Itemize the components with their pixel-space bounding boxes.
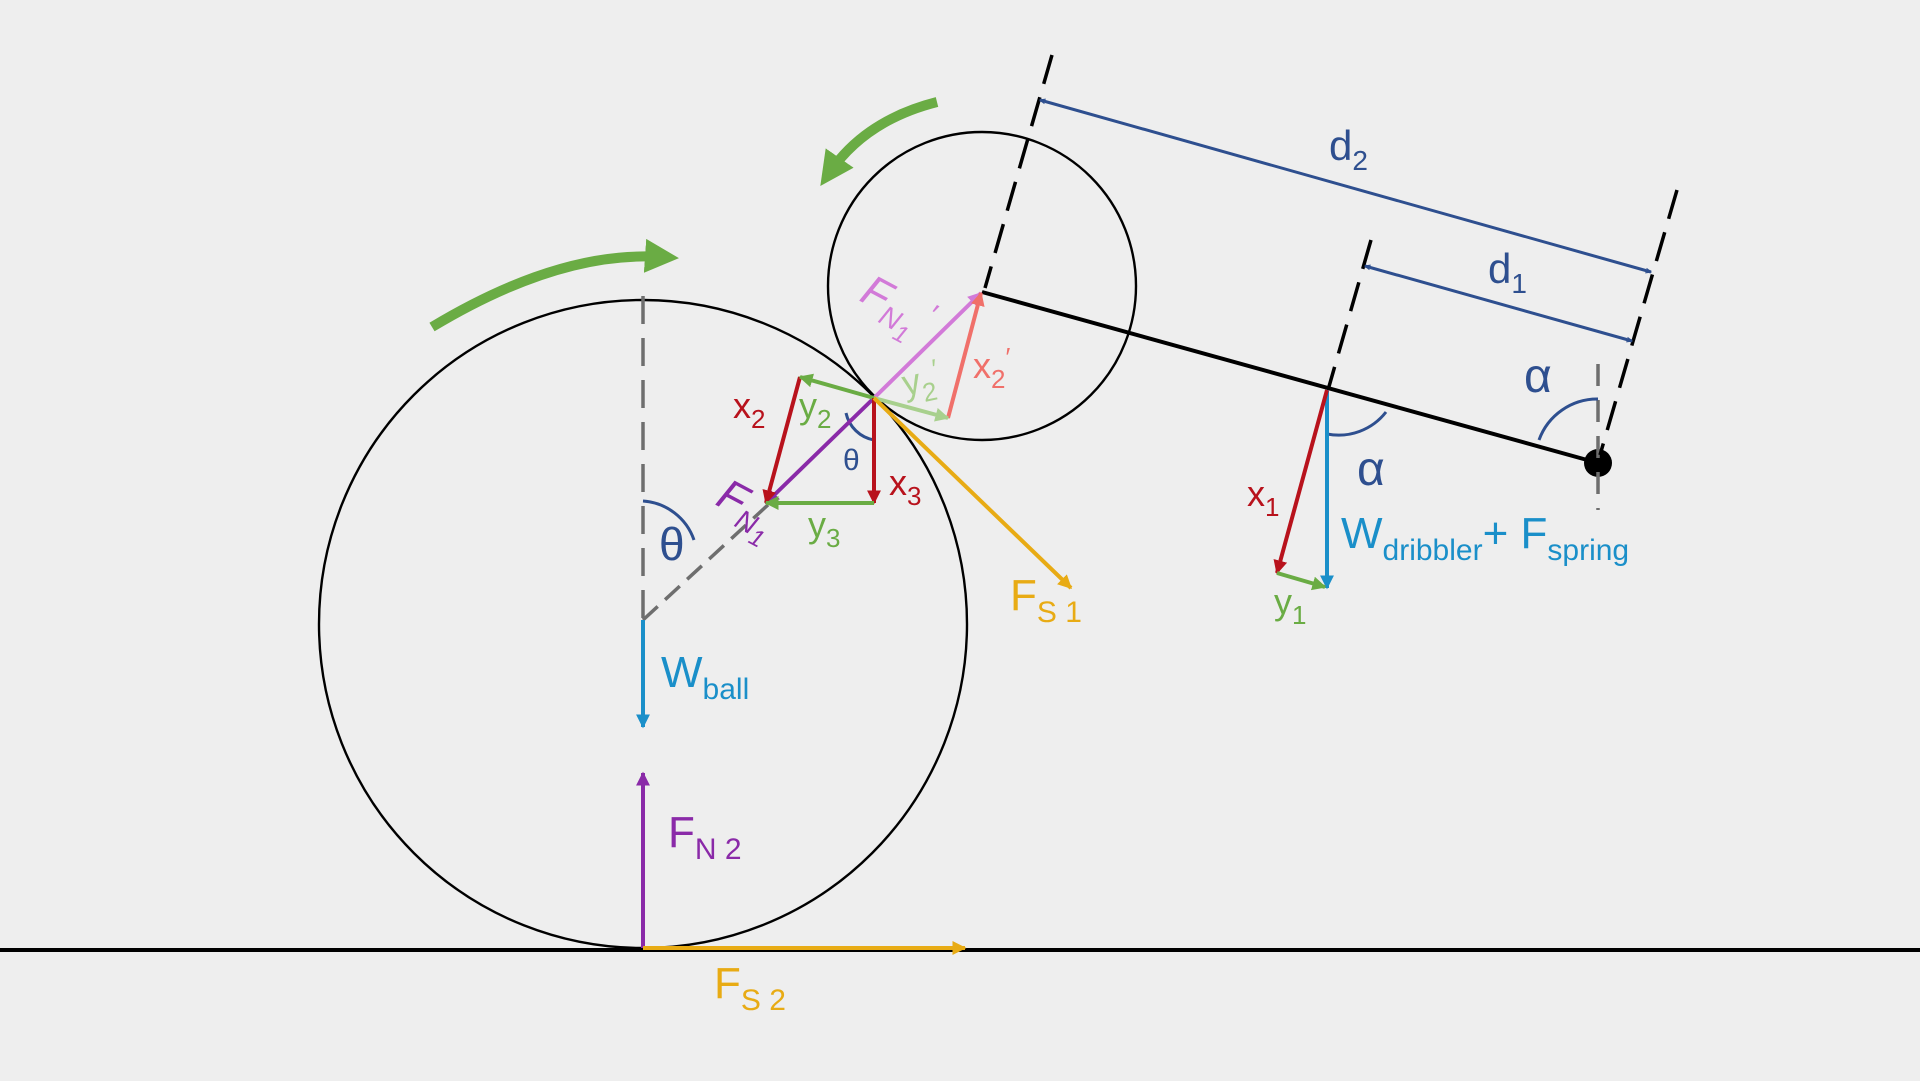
theta-large-label: θ [659,518,685,570]
alpha-arc-mid [1326,411,1388,437]
fs1-vector [872,396,1073,590]
fn1-vector [764,396,876,505]
y2-prime-label: y2′ [898,353,945,412]
fn1-prime-vector [872,291,983,400]
fs1-label: FS 1 [1010,571,1082,629]
x2-prime-vector [946,291,985,419]
y2-vector [798,373,875,400]
d2-extension-line-roller [983,54,1054,289]
w-dribbler-spring-label: Wdribbler+ Fspring [1341,509,1629,567]
d1-label: d1 [1488,245,1527,299]
d1-dimension-arrow [1365,264,1632,343]
x2-prime-label: x2′ [973,342,1010,394]
dribbler-arm [981,290,1599,465]
d1-extension-line [1326,239,1373,391]
d2-label: d2 [1329,122,1368,176]
roller-rotation-arrow [820,97,939,186]
theta-arc-large [642,499,696,541]
w-ball-label: Wball [661,648,749,706]
roller-circle [826,130,1138,442]
y2-label: y2 [799,385,831,434]
d2-extension-line-pivot [1598,189,1679,456]
alpha-mid-label: α [1357,443,1385,496]
x1-vector [1273,389,1329,575]
x1-label: x1 [1247,473,1279,522]
theta-arc-small [844,412,875,442]
alpha-arc-top [1537,397,1599,441]
y3-label: y3 [808,504,840,553]
fs2-label: FS 2 [714,959,786,1017]
x3-label: x3 [889,462,921,511]
fn2-label: FN 2 [668,808,742,866]
d2-dimension-arrow [1040,98,1651,274]
y1-vector [1276,571,1327,591]
alpha-top-label: α [1524,350,1552,403]
ball-rotation-arrow [429,238,679,332]
theta-small-label: θ [843,444,860,477]
y2-prime-vector [873,396,950,422]
x2-vector [762,376,802,505]
x2-label: x2 [733,385,765,434]
pivot-point [1584,449,1612,477]
y1-label: y1 [1274,581,1306,630]
